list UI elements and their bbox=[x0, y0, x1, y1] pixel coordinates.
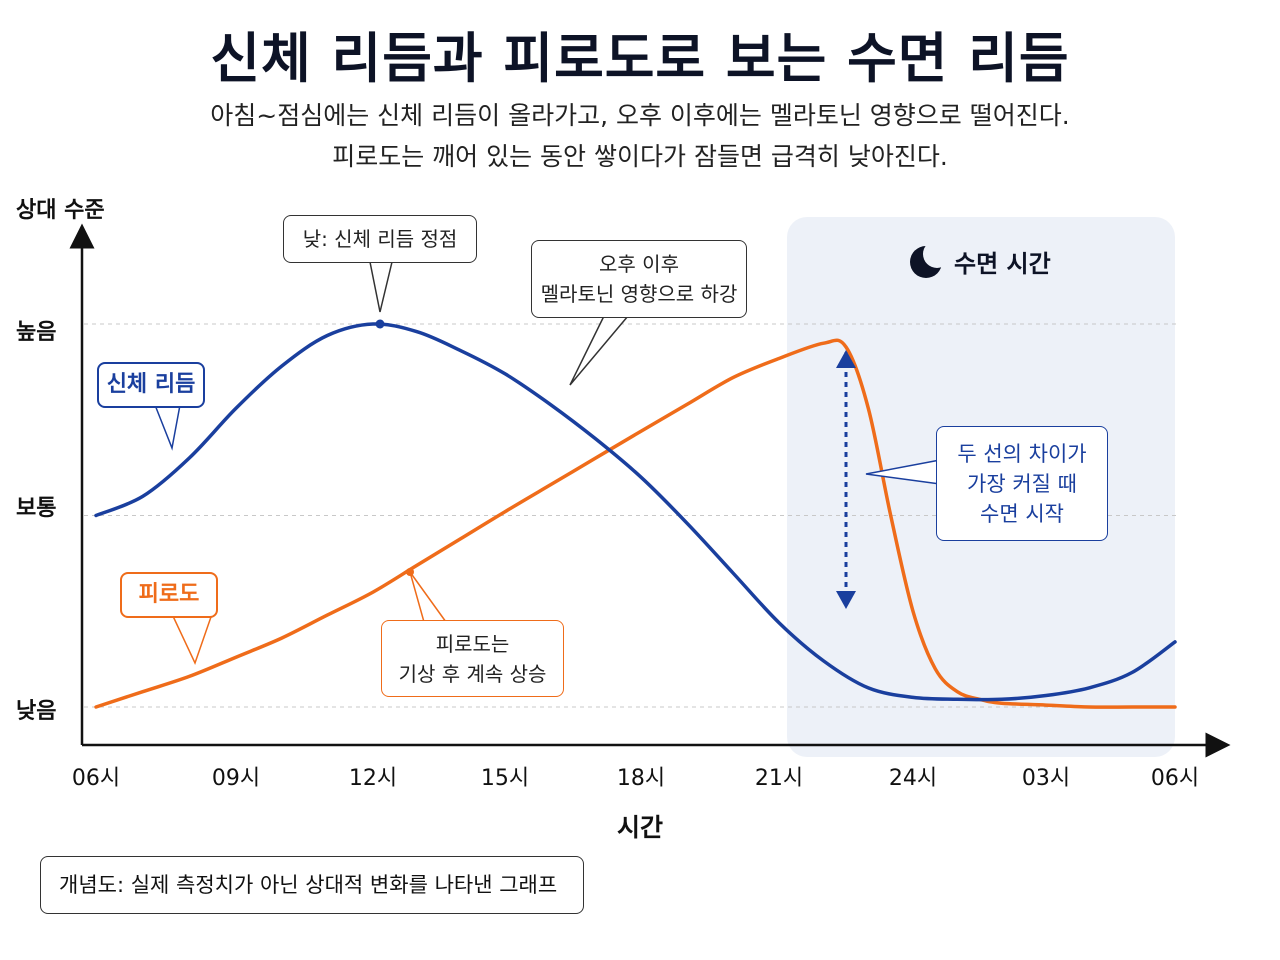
x-tick-label: 18시 bbox=[616, 766, 666, 791]
sleep-region-label: 수면 시간 bbox=[954, 250, 1051, 278]
y-tick-label: 낮음 bbox=[16, 699, 57, 724]
annotation-gap-line1: 두 선의 차이가 bbox=[957, 442, 1087, 466]
annotation-peak: 낮: 신체 리듬 정점 bbox=[283, 215, 477, 263]
gap-arrow-head-bottom bbox=[836, 591, 856, 609]
annotation-gap-line2: 가장 커질 때 bbox=[967, 472, 1077, 496]
x-tick-label: 15시 bbox=[480, 766, 530, 791]
sleep-region-title: 수면 시간 bbox=[908, 244, 1051, 279]
legend-fatigue-label: 피로도 bbox=[138, 582, 200, 607]
x-tick-label: 06시 bbox=[1150, 766, 1200, 791]
gap-arrow-head-top bbox=[836, 350, 856, 368]
callout-pointer-gap bbox=[865, 459, 941, 485]
annotation-peak-text: 낮: 신체 리듬 정점 bbox=[302, 227, 458, 251]
annotation-fatigue-rise: 피로도는 기상 후 계속 상승 bbox=[381, 620, 564, 697]
peak-marker bbox=[375, 319, 385, 329]
annotation-gap: 두 선의 차이가 가장 커질 때 수면 시작 bbox=[936, 426, 1108, 541]
callout-pointer-body bbox=[154, 404, 181, 451]
callout-pointer-fatigue bbox=[171, 613, 213, 665]
x-tick-label: 12시 bbox=[348, 766, 398, 791]
x-axis-label: 시간 bbox=[616, 813, 663, 842]
callout-pointer-melatonin bbox=[569, 315, 629, 386]
callout-pointer-fatigue-rise bbox=[409, 571, 447, 623]
x-tick-label: 09시 bbox=[211, 766, 261, 791]
annotation-melatonin-line1: 오후 이후 bbox=[599, 252, 679, 276]
legend-body-rhythm-label: 신체 리듬 bbox=[106, 372, 196, 397]
series-line-body-rhythm bbox=[94, 322, 1177, 702]
annotation-melatonin: 오후 이후 멜라토닌 영향으로 하강 bbox=[531, 240, 747, 318]
legend-body-rhythm: 신체 리듬 bbox=[97, 362, 205, 408]
fatigue-marker bbox=[406, 568, 414, 576]
callout-lines bbox=[154, 261, 941, 665]
x-tick-label: 24시 bbox=[888, 766, 938, 791]
moon-icon bbox=[910, 240, 951, 278]
x-tick-label: 06시 bbox=[71, 766, 121, 791]
annotation-gap-line3: 수면 시작 bbox=[980, 502, 1064, 526]
subtitle-line-2: 피로도는 깨어 있는 동안 쌓이다가 잠들면 급격히 낮아진다. bbox=[332, 142, 948, 171]
annotation-melatonin-line2: 멜라토닌 영향으로 하강 bbox=[540, 282, 738, 306]
page-title: 신체 리듬과 피로도로 보는 수면 리듬 bbox=[210, 27, 1070, 90]
y-tick-label: 보통 bbox=[16, 496, 57, 521]
footnote: 개념도: 실제 측정치가 아닌 상대적 변화를 나타낸 그래프 bbox=[40, 856, 584, 914]
subtitle-line-1: 아침~점심에는 신체 리듬이 올라가고, 오후 이후에는 멜라토닌 영향으로 떨… bbox=[210, 101, 1070, 130]
y-axis-label: 상대 수준 bbox=[16, 198, 105, 223]
annotation-fatigue-rise-line2: 기상 후 계속 상승 bbox=[398, 662, 547, 686]
annotation-fatigue-rise-line1: 피로도는 bbox=[435, 632, 510, 656]
x-tick-label: 03시 bbox=[1021, 766, 1071, 791]
x-tick-label: 21시 bbox=[754, 766, 804, 791]
series-layer bbox=[94, 322, 1177, 709]
y-tick-label: 높음 bbox=[16, 320, 57, 345]
callout-pointer-peak bbox=[369, 261, 393, 313]
legend-fatigue: 피로도 bbox=[120, 572, 218, 618]
